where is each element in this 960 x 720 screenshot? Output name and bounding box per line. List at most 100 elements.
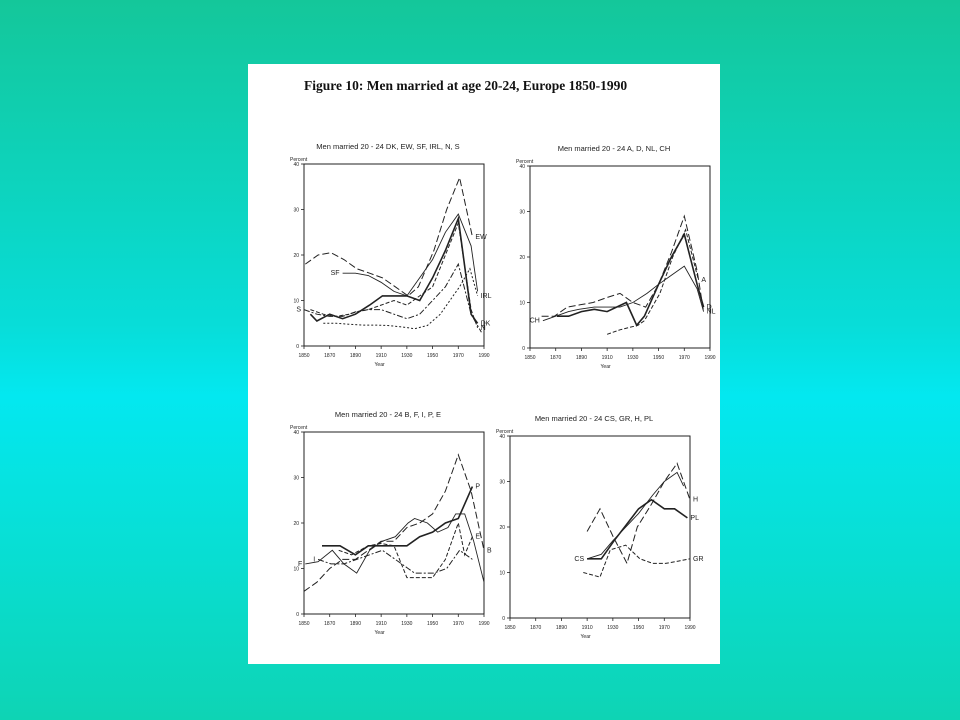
series-line-a — [606, 228, 699, 335]
x-tick-label: 1990 — [478, 353, 489, 359]
chart-panel-cs-gr: Men married 20 - 24 CS, GR, H, PL Percen… — [488, 414, 704, 659]
series-label-pl: PL — [690, 515, 699, 522]
series-label-sf: SF — [331, 270, 340, 277]
y-tick-label: 10 — [499, 571, 505, 577]
x-tick-label: 1950 — [427, 621, 438, 627]
chart-svg-cs-gr: Percent 0 10 20 30 40 1850 1870 1890 1910 1930 1950… — [496, 429, 704, 640]
series-label-a: A — [701, 277, 706, 284]
y-tick-label: 0 — [296, 344, 299, 350]
series-line-i — [317, 549, 473, 574]
chart-svg-a-d: Percent 0 10 20 30 40 1850 1870 1890 1910 1930 1950… — [516, 159, 716, 370]
chart-panel-a-d: Men married 20 - 24 A, D, NL, CH Percent… — [508, 144, 720, 389]
panel-title: Men married 20 - 24 B, F, I, P, E — [334, 410, 442, 419]
x-tick-label: 1970 — [453, 621, 464, 627]
series-line-h — [586, 462, 691, 565]
x-tick-label: 1930 — [627, 355, 638, 361]
series-label-p: P — [475, 484, 480, 491]
series-label-gr: GR — [693, 556, 704, 563]
chart-panel-b-f: Men married 20 - 24 B, F, I, P, E Percen… — [282, 410, 494, 655]
plot-frame — [509, 435, 691, 619]
series-label-s: S — [296, 307, 301, 314]
y-tick-label: 20 — [293, 521, 299, 527]
x-tick-label: 1950 — [633, 625, 644, 631]
series-line-n — [310, 221, 479, 328]
scanned-page: Figure 10: Men married at age 20-24, Eur… — [248, 64, 720, 664]
x-tick-label: 1890 — [556, 625, 567, 631]
x-tick-label: 1990 — [478, 621, 489, 627]
series-label-ch: CH — [530, 318, 540, 325]
series-line-cs — [586, 471, 685, 560]
series-label-n: N — [481, 325, 486, 332]
series-label-cs: CS — [574, 556, 584, 563]
series-label-d: D — [707, 304, 712, 311]
y-tick-label: 30 — [499, 480, 505, 486]
series-label-b: B — [487, 547, 492, 554]
y-tick-label: 0 — [502, 616, 505, 622]
panel-title: Men married 20 - 24 CS, GR, H, PL — [534, 414, 654, 423]
x-tick-label: 1870 — [324, 353, 335, 359]
x-tick-label: 1990 — [684, 625, 695, 631]
plot-frame — [303, 163, 485, 347]
x-axis-label: Year — [601, 364, 611, 370]
series-label-i: I — [313, 556, 315, 563]
y-tick-label: 40 — [293, 430, 299, 436]
x-tick-label: 1890 — [350, 353, 361, 359]
panel-title: Men married 20 - 24 DK, EW, SF, IRL, N, … — [316, 142, 460, 151]
x-tick-label: 1850 — [524, 355, 535, 361]
x-tick-label: 1870 — [324, 621, 335, 627]
x-tick-label: 1970 — [659, 625, 670, 631]
series-label-f: F — [298, 561, 302, 568]
x-tick-label: 1970 — [679, 355, 690, 361]
x-tick-label: 1990 — [704, 355, 715, 361]
x-tick-label: 1970 — [453, 353, 464, 359]
y-tick-label: 0 — [296, 612, 299, 618]
y-tick-label: 0 — [522, 346, 525, 352]
series-line-pl — [587, 498, 688, 560]
y-axis-label: Percent — [290, 425, 308, 431]
series-line-p — [322, 486, 474, 556]
x-tick-label: 1910 — [602, 355, 613, 361]
x-tick-label: 1890 — [350, 621, 361, 627]
panel-title: Men married 20 - 24 A, D, NL, CH — [557, 144, 671, 153]
x-tick-label: 1870 — [550, 355, 561, 361]
x-tick-label: 1850 — [298, 621, 309, 627]
x-tick-label: 1950 — [653, 355, 664, 361]
y-axis-label: Percent — [496, 429, 514, 435]
x-tick-label: 1930 — [607, 625, 618, 631]
chart-svg-dk-ew: Percent 0 10 20 30 40 1850 1870 1890 1910 1930 1950… — [290, 157, 492, 368]
series-line-ch — [542, 265, 705, 322]
y-tick-label: 20 — [293, 253, 299, 259]
y-tick-label: 30 — [519, 210, 525, 216]
x-tick-label: 1850 — [298, 353, 309, 359]
series-line-d — [557, 232, 705, 327]
x-tick-label: 1850 — [504, 625, 515, 631]
series-line-ew — [305, 176, 473, 297]
series-line-sf — [342, 213, 479, 297]
series-line-gr — [583, 544, 691, 578]
y-axis-label: Percent — [516, 159, 534, 165]
x-tick-label: 1950 — [427, 353, 438, 359]
y-tick-label: 40 — [499, 434, 505, 440]
y-tick-label: 10 — [519, 301, 525, 307]
series-line-e — [338, 521, 473, 579]
series-line-nl — [541, 214, 705, 317]
x-axis-label: Year — [581, 634, 591, 640]
series-line-b — [303, 453, 485, 592]
plot-frame — [529, 165, 711, 349]
x-tick-label: 1870 — [530, 625, 541, 631]
y-tick-label: 30 — [293, 208, 299, 214]
x-tick-label: 1890 — [576, 355, 587, 361]
y-tick-label: 40 — [519, 164, 525, 170]
series-line-f — [305, 513, 485, 583]
y-tick-label: 10 — [293, 299, 299, 305]
x-tick-label: 1930 — [401, 353, 412, 359]
series-label-nl: NL — [707, 309, 716, 316]
series-line-irl — [323, 267, 479, 330]
y-tick-label: 40 — [293, 162, 299, 168]
x-tick-label: 1910 — [582, 625, 593, 631]
y-tick-label: 30 — [293, 476, 299, 482]
series-line-s — [303, 262, 482, 333]
series-label-e: E — [475, 534, 480, 541]
x-tick-label: 1910 — [376, 353, 387, 359]
y-axis-label: Percent — [290, 157, 308, 163]
